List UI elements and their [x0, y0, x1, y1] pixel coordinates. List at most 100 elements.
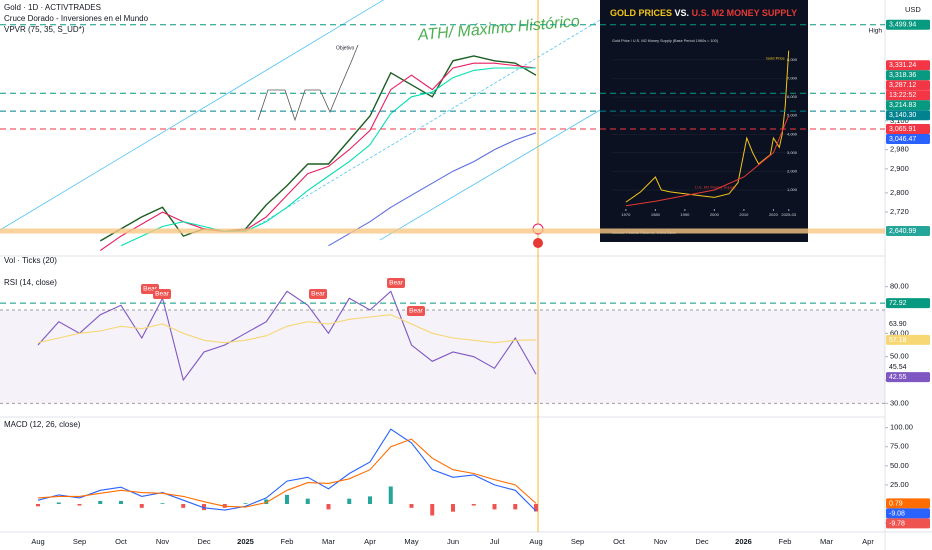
x-tick-label: Oct: [613, 537, 626, 546]
histogram-bar: [139, 504, 144, 508]
price-tag: [886, 334, 930, 345]
x-tick-label: Aug: [529, 537, 542, 546]
x-tick-label: Apr: [862, 537, 874, 546]
histogram-bar: [181, 504, 186, 508]
signal-label: Bear: [311, 291, 326, 298]
inset-title: GOLD PRICES VS. U.S. M2 MONEY SUPPLY: [610, 8, 797, 18]
price-tag-label: 3,318.36: [889, 72, 916, 79]
inset-y-tick-label: 7,000: [787, 76, 798, 81]
price-tag-label: 45.54: [889, 364, 907, 371]
inset-y-tick-label: 3,000: [787, 150, 798, 155]
inset-x-tick-label: 1970: [621, 212, 631, 217]
inset-x-tick-label: 2010: [739, 212, 749, 217]
x-tick-label: Sep: [571, 537, 584, 546]
price-tag-label: 3,331.24: [889, 62, 916, 69]
x-tick-label: Jul: [490, 537, 500, 546]
x-tick-label: Nov: [156, 537, 170, 546]
y-tick-label: 2,800: [890, 188, 909, 197]
price-tag-label: -9.08: [889, 510, 905, 517]
signal-badge: [407, 306, 425, 316]
histogram-bar: [202, 504, 206, 511]
channel-line: [0, 0, 385, 231]
price-tag-label: 63.90: [889, 321, 907, 328]
signal-label: Bear: [155, 291, 170, 298]
histogram-bar: [388, 486, 393, 505]
signal-label: Bear: [409, 308, 424, 315]
y-tick-label: 30.00: [890, 398, 909, 407]
price-tag-label: 3,499.94: [889, 22, 916, 29]
price-tag: [886, 110, 930, 121]
price-tag-label: 42.55: [889, 374, 907, 381]
inset-y-tick-label: 2,000: [787, 168, 798, 173]
y-tick-label: 50.00: [890, 352, 909, 361]
x-tick-label: Apr: [364, 537, 376, 546]
x-tick-label: Mar: [820, 537, 833, 546]
histogram-bar: [492, 504, 497, 510]
x-tick-label: Sep: [73, 537, 86, 546]
inset-y-tick-label: 5,000: [787, 113, 798, 118]
pattern-sketch: [257, 44, 359, 122]
y-tick-label: 25.00: [890, 480, 909, 489]
title-part: GOLD PRICES: [610, 8, 672, 18]
inset-chart: GOLD PRICES VS. U.S. M2 MONEY SUPPLY Gol…: [600, 0, 808, 242]
inset-subtitle: Gold Price / U.S. M2 Money Supply (Base …: [612, 39, 719, 43]
price-tag-label: 57.18: [889, 337, 907, 344]
event-icon: [533, 238, 543, 248]
series-line: [120, 67, 536, 247]
x-tick-label: Oct: [115, 537, 128, 546]
symbol: Gold · 1D · ACTIVTRADES: [4, 3, 101, 12]
currency: USD: [905, 5, 921, 14]
histogram-bar: [36, 504, 40, 507]
price-tag-label: 3,287.12: [889, 82, 916, 89]
histogram-bar: [264, 499, 269, 505]
price-tag: [886, 60, 930, 71]
histogram-bar: [160, 503, 165, 505]
y-tick-label: 50.00: [890, 461, 909, 470]
x-tick-label: Jun: [447, 537, 459, 546]
price-tag-label: 3,046.47: [889, 136, 916, 143]
x-tick-label: 2025: [237, 537, 254, 546]
inset-x-tick-label: 2025-03: [781, 212, 796, 217]
title-part: VS.: [675, 8, 690, 18]
inset-background: [600, 0, 808, 242]
series-line: [625, 115, 790, 207]
series-line: [37, 314, 537, 344]
inset-x-tick-label: 1990: [680, 212, 690, 217]
series-line: [37, 438, 537, 508]
price-tag: [886, 508, 930, 519]
histogram-bar: [347, 498, 352, 505]
series-label: U.S. M2 Money Supply: [695, 185, 736, 190]
x-tick-label: Mar: [322, 537, 335, 546]
indicator-label: Cruce Dorado - Inversiones en el Mundo: [4, 14, 149, 23]
x-tick-label: Dec: [197, 537, 211, 546]
price-tag-label: 3,140.30: [889, 112, 916, 119]
histogram-bar: [119, 500, 123, 505]
y-tick-label: 2,720: [890, 207, 909, 216]
title-part: U.S. M2 MONEY SUPPLY: [692, 8, 798, 18]
inset-y-tick-label: 1,000: [787, 187, 798, 192]
y-tick-label: 3,100: [890, 116, 909, 125]
signal-badge: [153, 289, 171, 299]
inset-y-tick-label: 4,000: [787, 131, 798, 136]
x-tick-label: Aug: [31, 537, 44, 546]
histogram-bar: [368, 496, 372, 505]
inset-y-tick-label: 6,000: [787, 94, 798, 99]
y-tick-label: 60.00: [890, 328, 909, 337]
price-tag: [886, 19, 930, 30]
series-line: [328, 132, 537, 247]
price-tag: [886, 133, 930, 144]
histogram-bar: [243, 503, 248, 505]
price-tag: [886, 372, 930, 383]
histogram-bar: [430, 504, 435, 516]
histogram-bar: [305, 498, 310, 505]
rsi-title: RSI (14, close): [4, 278, 57, 287]
price-tag-label: 72.92: [889, 300, 907, 307]
histogram-bar: [56, 502, 61, 505]
x-tick-label: May: [404, 537, 418, 546]
histogram-bar: [471, 504, 476, 506]
y-tick-label: 2,980: [890, 145, 909, 154]
histogram-bar: [77, 504, 82, 506]
channel-line: [379, 109, 601, 241]
signal-label: Bear: [389, 280, 404, 287]
price-tag-label: -9.78: [889, 520, 905, 527]
